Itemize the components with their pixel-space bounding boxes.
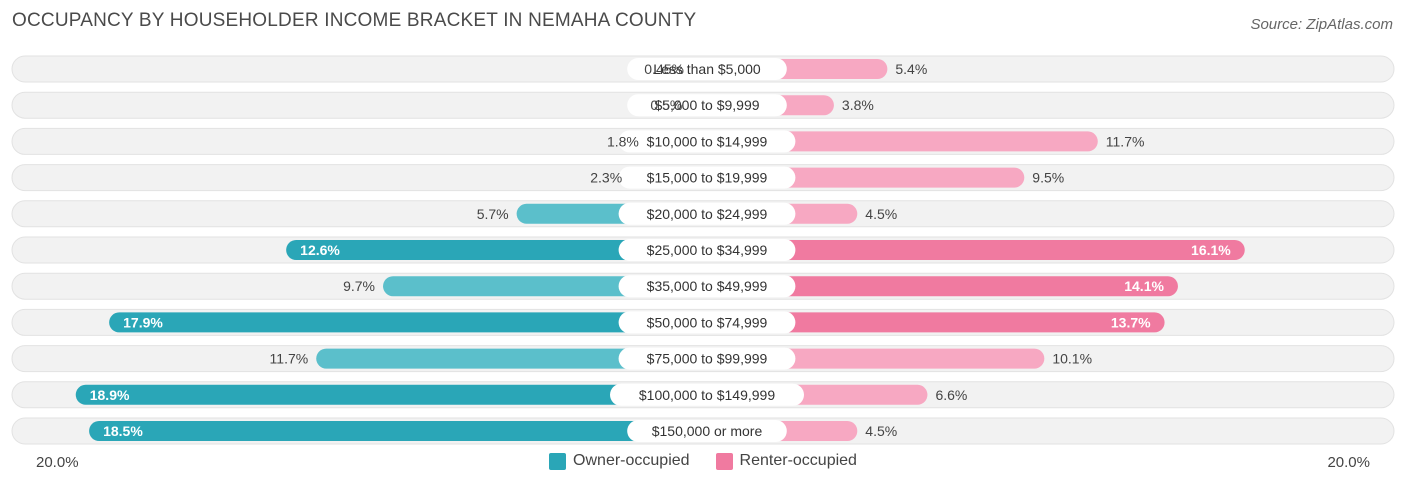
legend-label-owner: Owner-occupied bbox=[573, 452, 690, 469]
category-label: $20,000 to $24,999 bbox=[647, 206, 768, 222]
renter-value-label: 4.5% bbox=[865, 206, 897, 222]
legend-label-renter: Renter-occupied bbox=[739, 452, 857, 469]
owner-bar bbox=[75, 384, 720, 405]
owner-bar bbox=[316, 348, 719, 369]
renter-value-label: 9.5% bbox=[1032, 170, 1064, 186]
owner-bar bbox=[89, 421, 720, 441]
renter-bar bbox=[695, 240, 1245, 260]
renter-value-label: 5.4% bbox=[895, 61, 927, 77]
category-label: $15,000 to $19,999 bbox=[647, 170, 768, 186]
renter-bar bbox=[695, 312, 1165, 333]
owner-value-label: 5.7% bbox=[477, 206, 509, 222]
legend-item-owner[interactable]: Owner-occupied bbox=[549, 452, 690, 470]
category-pill bbox=[627, 58, 787, 80]
renter-value-label: 11.7% bbox=[1106, 133, 1145, 149]
owner-value-label: 9.7% bbox=[343, 278, 375, 294]
category-label: Less than $5,000 bbox=[653, 61, 761, 77]
source-credit: Source: ZipAtlas.com bbox=[1250, 16, 1393, 33]
owner-value-label: 18.5% bbox=[103, 423, 143, 439]
category-pill bbox=[618, 202, 796, 225]
renter-value-label: 4.5% bbox=[865, 423, 897, 439]
renter-value-label: 16.1% bbox=[1191, 242, 1231, 258]
category-pill bbox=[627, 420, 787, 442]
legend-swatch-owner bbox=[549, 452, 567, 470]
owner-bar bbox=[286, 240, 719, 260]
category-label: $5,000 to $9,999 bbox=[654, 97, 759, 113]
owner-value-label: 17.9% bbox=[123, 314, 163, 330]
renter-bar bbox=[695, 276, 1178, 297]
category-label: $50,000 to $74,999 bbox=[647, 314, 768, 330]
category-label: $10,000 to $14,999 bbox=[647, 133, 768, 149]
category-label: $150,000 or more bbox=[652, 423, 763, 439]
category-pill bbox=[618, 166, 796, 189]
owner-value-label: 0.45% bbox=[644, 61, 684, 77]
legend-swatch-renter bbox=[715, 452, 733, 470]
renter-value-label: 6.6% bbox=[935, 387, 967, 403]
category-pill bbox=[618, 311, 796, 334]
owner-value-label: 2.3% bbox=[590, 170, 622, 186]
category-label: $75,000 to $99,999 bbox=[647, 351, 768, 367]
category-pill bbox=[627, 94, 787, 117]
chart-title: OCCUPANCY BY HOUSEHOLDER INCOME BRACKET … bbox=[12, 10, 697, 31]
renter-value-label: 3.8% bbox=[842, 97, 874, 113]
legend-item-renter[interactable]: Renter-occupied bbox=[715, 452, 857, 470]
owner-value-label: 12.6% bbox=[300, 242, 340, 258]
owner-value-label: 0.5% bbox=[650, 97, 682, 113]
category-pill bbox=[618, 239, 796, 261]
axis-right-label: 20.0% bbox=[1327, 454, 1370, 471]
category-pill bbox=[610, 383, 804, 406]
axis-left-label: 20.0% bbox=[36, 454, 79, 471]
renter-value-label: 13.7% bbox=[1111, 314, 1151, 330]
legend: Owner-occupied Renter-occupied bbox=[0, 452, 1406, 470]
category-label: $25,000 to $34,999 bbox=[647, 242, 768, 258]
category-pill bbox=[618, 275, 796, 298]
category-pill bbox=[618, 347, 796, 370]
category-label: $35,000 to $49,999 bbox=[647, 278, 768, 294]
owner-bar bbox=[109, 312, 719, 333]
renter-bar bbox=[695, 131, 1098, 152]
category-pill bbox=[618, 130, 796, 153]
renter-value-label: 14.1% bbox=[1124, 278, 1164, 294]
renter-value-label: 10.1% bbox=[1052, 351, 1092, 367]
owner-value-label: 18.9% bbox=[90, 387, 130, 403]
category-label: $100,000 to $149,999 bbox=[639, 387, 775, 403]
owner-value-label: 1.8% bbox=[607, 133, 639, 149]
owner-value-label: 11.7% bbox=[270, 351, 309, 367]
